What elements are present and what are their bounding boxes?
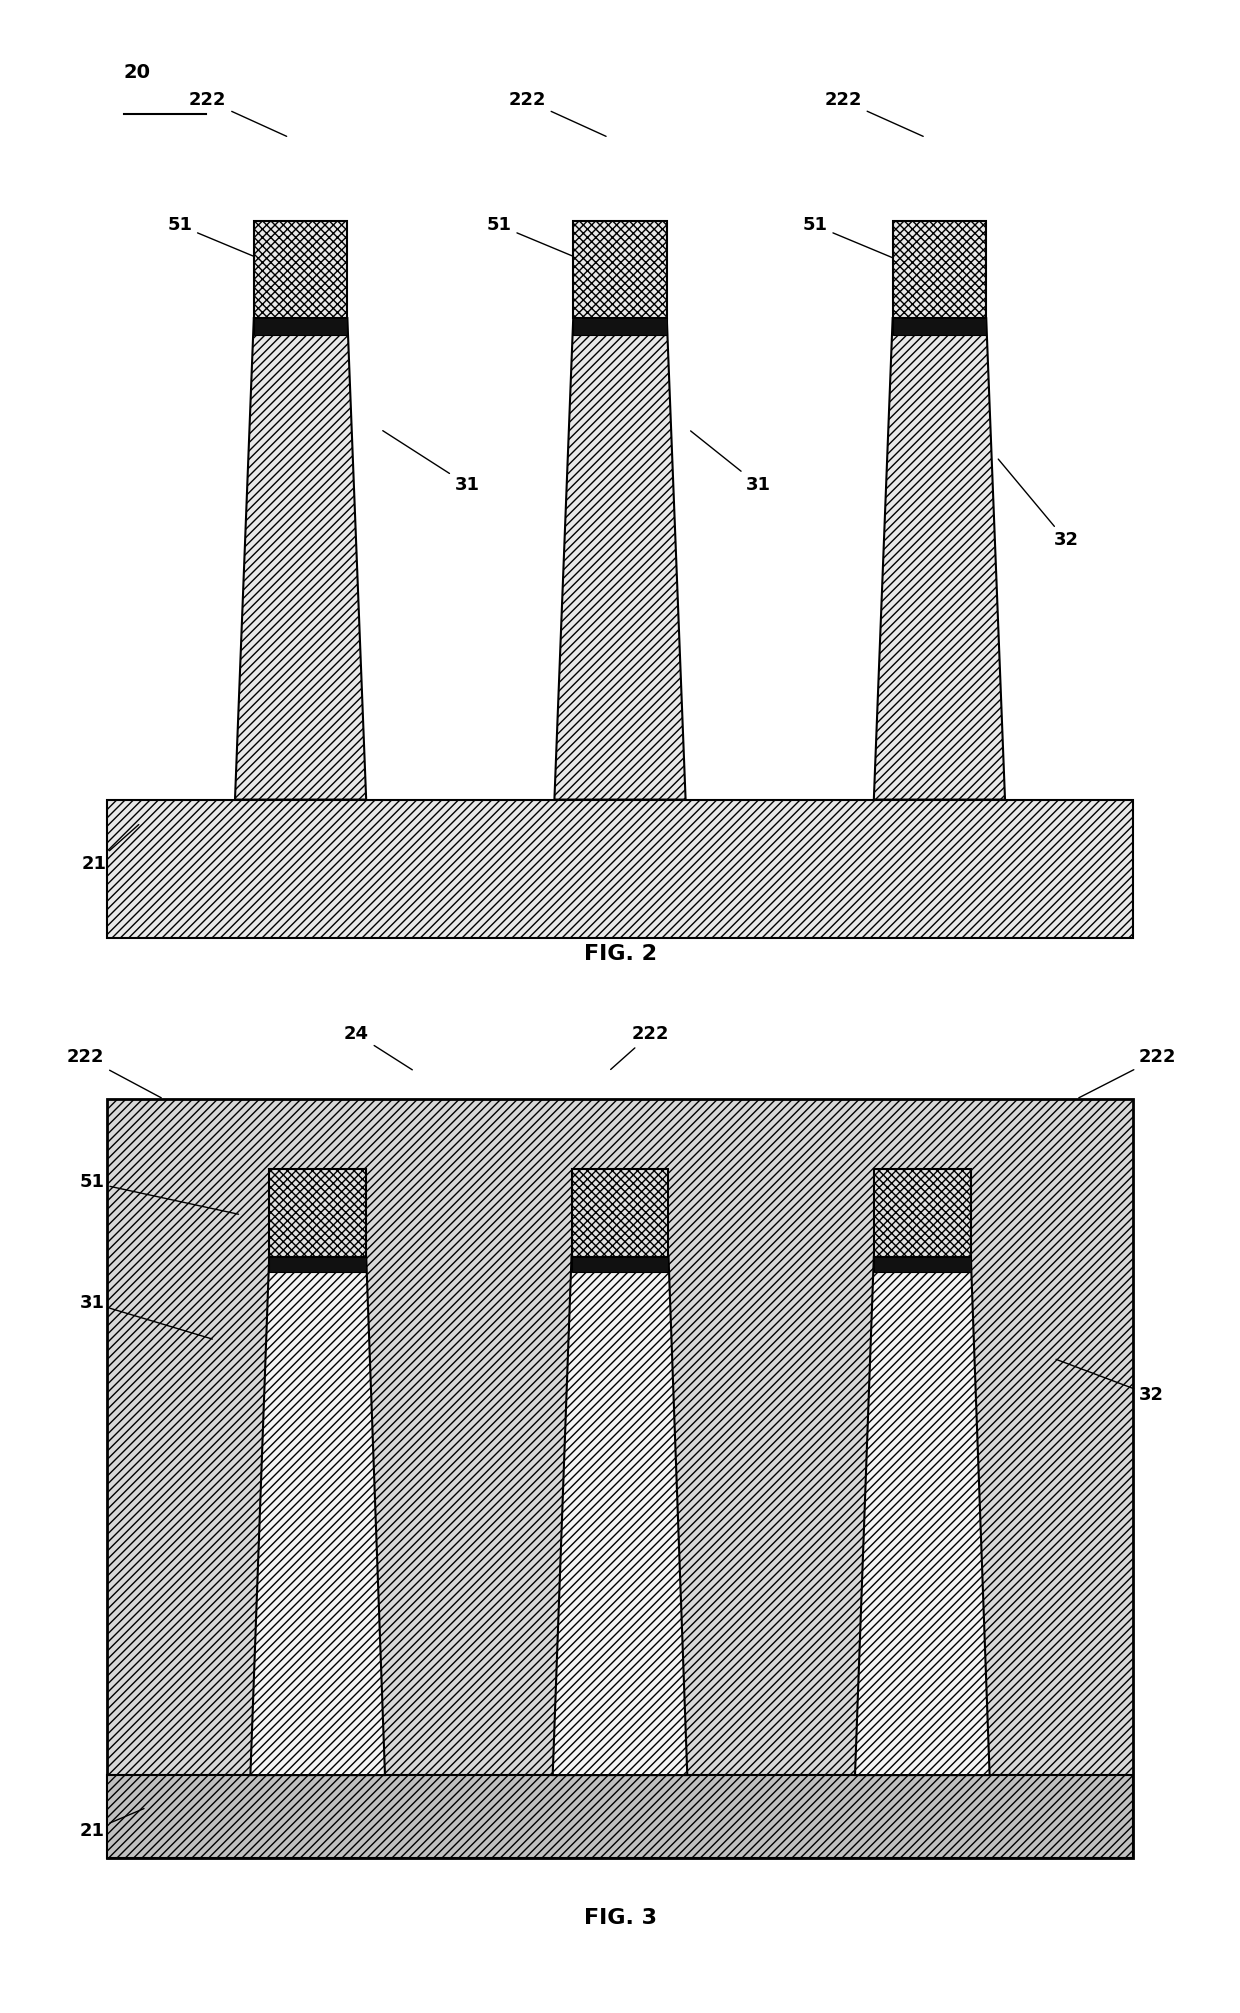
- Bar: [874, 1256, 971, 1272]
- Polygon shape: [554, 318, 686, 799]
- Text: 51: 51: [802, 217, 901, 262]
- Bar: [254, 221, 347, 318]
- Bar: [573, 221, 667, 318]
- Text: 222: 222: [825, 91, 924, 137]
- Bar: [874, 1168, 971, 1256]
- Text: 222: 222: [1079, 1049, 1177, 1097]
- Bar: [107, 799, 1133, 938]
- Text: 51: 51: [79, 1174, 238, 1214]
- Polygon shape: [553, 1256, 687, 1775]
- Text: FIG. 2: FIG. 2: [584, 944, 656, 964]
- Text: 21: 21: [82, 825, 139, 874]
- Text: 32: 32: [1056, 1359, 1164, 1405]
- Text: 21: 21: [79, 1808, 144, 1840]
- Text: 31: 31: [383, 431, 480, 493]
- Bar: [893, 318, 986, 334]
- Polygon shape: [236, 318, 366, 799]
- Text: 24: 24: [343, 1025, 413, 1069]
- Polygon shape: [250, 1256, 384, 1775]
- Bar: [269, 1168, 366, 1256]
- Bar: [573, 318, 667, 334]
- Text: 222: 222: [188, 91, 286, 137]
- Text: 222: 222: [508, 91, 606, 137]
- Text: 20: 20: [124, 62, 151, 83]
- Text: 31: 31: [691, 431, 770, 493]
- Text: 51: 51: [486, 217, 585, 262]
- Bar: [269, 1256, 366, 1272]
- Text: FIG. 3: FIG. 3: [584, 1908, 656, 1928]
- Polygon shape: [874, 318, 1006, 799]
- Text: 222: 222: [67, 1049, 161, 1097]
- Text: 222: 222: [610, 1025, 668, 1069]
- Text: 32: 32: [998, 459, 1079, 550]
- Bar: [107, 1099, 1133, 1858]
- Bar: [893, 221, 986, 318]
- Bar: [107, 1775, 1133, 1858]
- Bar: [572, 1168, 668, 1256]
- Bar: [572, 1256, 668, 1272]
- Text: 51: 51: [167, 217, 267, 262]
- Polygon shape: [856, 1256, 990, 1775]
- Bar: [254, 318, 347, 334]
- Text: 31: 31: [79, 1294, 212, 1339]
